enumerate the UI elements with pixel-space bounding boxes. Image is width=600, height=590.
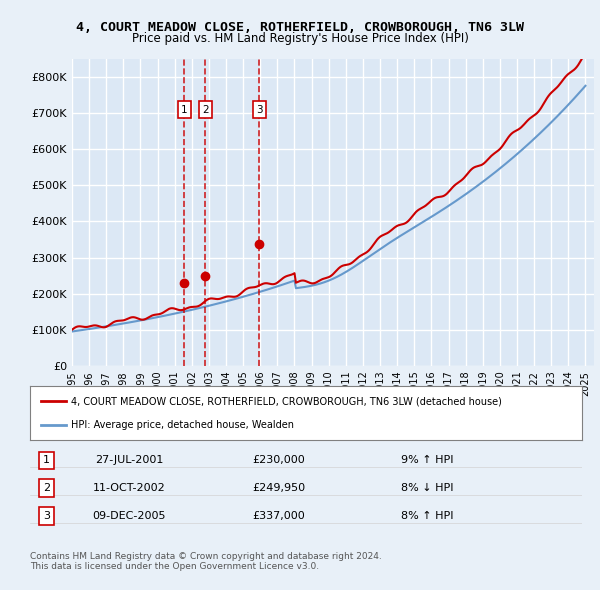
Text: 8% ↓ HPI: 8% ↓ HPI bbox=[401, 483, 454, 493]
Text: 27-JUL-2001: 27-JUL-2001 bbox=[95, 455, 164, 466]
Text: £337,000: £337,000 bbox=[252, 511, 305, 521]
Text: 09-DEC-2005: 09-DEC-2005 bbox=[92, 511, 166, 521]
Text: 2: 2 bbox=[43, 483, 50, 493]
Text: £249,950: £249,950 bbox=[252, 483, 305, 493]
Text: 3: 3 bbox=[256, 104, 262, 114]
Text: 2: 2 bbox=[202, 104, 208, 114]
Text: 4, COURT MEADOW CLOSE, ROTHERFIELD, CROWBOROUGH, TN6 3LW (detached house): 4, COURT MEADOW CLOSE, ROTHERFIELD, CROW… bbox=[71, 396, 502, 407]
Text: 1: 1 bbox=[43, 455, 50, 466]
Text: £230,000: £230,000 bbox=[252, 455, 305, 466]
Text: Price paid vs. HM Land Registry's House Price Index (HPI): Price paid vs. HM Land Registry's House … bbox=[131, 32, 469, 45]
Text: HPI: Average price, detached house, Wealden: HPI: Average price, detached house, Weal… bbox=[71, 419, 295, 430]
Text: 1: 1 bbox=[181, 104, 188, 114]
Text: 8% ↑ HPI: 8% ↑ HPI bbox=[401, 511, 454, 521]
Text: 11-OCT-2002: 11-OCT-2002 bbox=[93, 483, 166, 493]
Text: 3: 3 bbox=[43, 511, 50, 521]
Text: Contains HM Land Registry data © Crown copyright and database right 2024.
This d: Contains HM Land Registry data © Crown c… bbox=[30, 552, 382, 571]
Text: 9% ↑ HPI: 9% ↑ HPI bbox=[401, 455, 454, 466]
Text: 4, COURT MEADOW CLOSE, ROTHERFIELD, CROWBOROUGH, TN6 3LW: 4, COURT MEADOW CLOSE, ROTHERFIELD, CROW… bbox=[76, 21, 524, 34]
